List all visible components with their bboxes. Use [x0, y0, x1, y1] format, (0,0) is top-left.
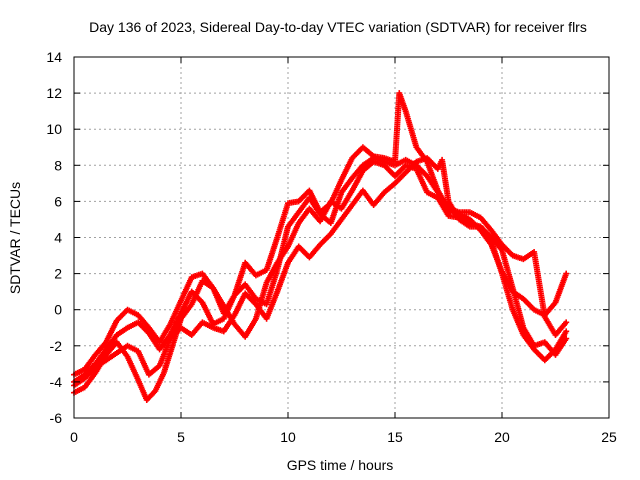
data-point — [563, 270, 570, 277]
y-tick-label: 8 — [54, 157, 62, 173]
series-track-2 — [71, 155, 570, 385]
data-series — [71, 90, 570, 403]
x-axis-label: GPS time / hours — [287, 457, 394, 473]
grid — [74, 57, 609, 418]
data-point — [563, 319, 570, 326]
y-tick-label: 0 — [54, 302, 62, 318]
y-tick-label: 4 — [54, 230, 62, 246]
chart-title: Day 136 of 2023, Sidereal Day-to-day VTE… — [89, 19, 587, 35]
y-tick-label: -6 — [50, 410, 63, 426]
series-track-3 — [71, 90, 570, 378]
series-track-4 — [71, 155, 570, 389]
x-tick-label: 25 — [601, 429, 617, 445]
data-point — [563, 328, 570, 335]
x-tick-label: 20 — [494, 429, 510, 445]
x-tick-label: 5 — [177, 429, 185, 445]
y-axis-label: SDTVAR / TECUs — [7, 182, 23, 294]
y-tick-label: 12 — [46, 85, 62, 101]
y-tick-label: 6 — [54, 193, 62, 209]
y-tick-label: -4 — [50, 374, 63, 390]
x-tick-label: 10 — [280, 429, 296, 445]
y-tick-label: -2 — [50, 338, 63, 354]
y-tick-label: 14 — [46, 49, 62, 65]
x-tick-label: 0 — [70, 429, 78, 445]
y-tick-label: 2 — [54, 266, 62, 282]
data-point — [563, 335, 570, 342]
y-tick-label: 10 — [46, 121, 62, 137]
x-tick-label: 15 — [387, 429, 403, 445]
axis-ticks: 0 5 10 15 20 25 -6 -4 -2 0 2 4 6 8 10 12 14 — [46, 49, 617, 445]
